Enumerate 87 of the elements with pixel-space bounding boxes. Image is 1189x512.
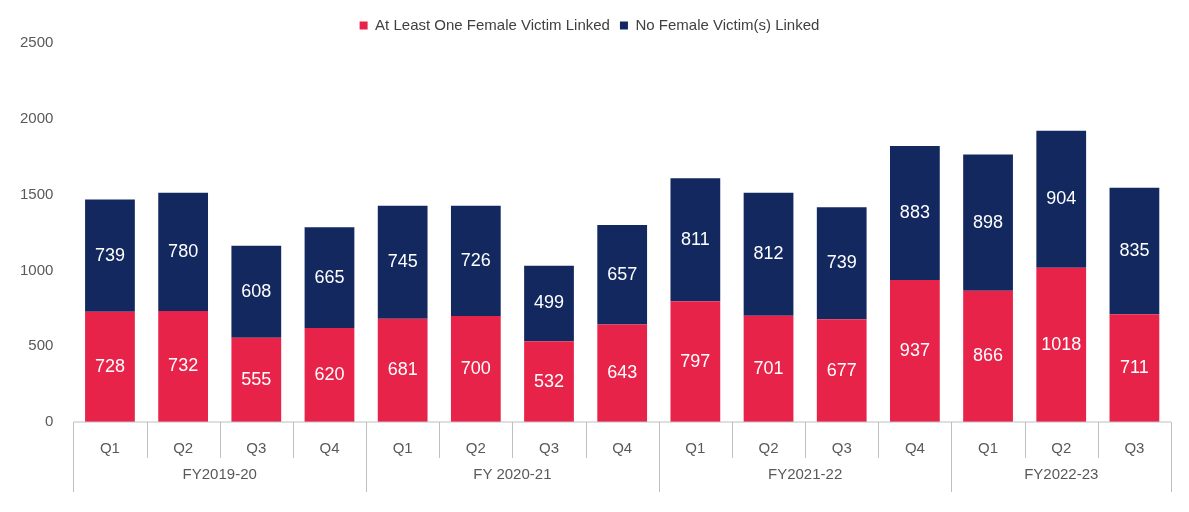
data-label: 739: [826, 252, 857, 273]
bar: [85, 311, 135, 422]
bar: [597, 324, 648, 422]
bar: [304, 227, 355, 329]
data-label: 745: [387, 251, 418, 272]
bar: [670, 301, 721, 422]
data-label: 555: [241, 368, 272, 389]
bar: [158, 311, 209, 422]
bar: [816, 319, 867, 422]
y-tick-label: 2000: [19, 108, 54, 126]
bar: [1036, 267, 1087, 422]
bar: [890, 279, 940, 422]
bar: [743, 315, 794, 422]
bar: [231, 245, 282, 338]
bar: [743, 192, 794, 316]
data-label: 665: [314, 266, 345, 287]
bar: [1109, 314, 1160, 422]
bar: [963, 290, 1013, 422]
legend-label: At Least One Female Victim Linked: [375, 15, 610, 33]
data-label: 620: [314, 363, 345, 384]
data-label: 532: [533, 370, 565, 391]
x-tick-label: Q2: [758, 439, 779, 457]
data-label: 904: [1046, 188, 1077, 209]
data-label: 883: [899, 201, 930, 222]
data-label: 812: [753, 243, 784, 264]
data-label: 1018: [1041, 333, 1082, 354]
data-label: 677: [826, 359, 857, 380]
x-tick-label: Q4: [612, 439, 633, 457]
x-tick-label: Q1: [99, 439, 120, 457]
data-label: 811: [681, 228, 710, 249]
bar: [450, 205, 501, 316]
bar: [597, 224, 648, 325]
y-tick-label: 0: [45, 412, 54, 430]
bar: [231, 337, 282, 422]
data-label: 681: [387, 359, 418, 380]
text: FY2021-22: [768, 465, 843, 483]
bar: [158, 192, 209, 312]
x-tick-label: Q2: [465, 439, 486, 457]
data-label: 937: [899, 339, 930, 360]
text: FY2019-20: [182, 465, 257, 483]
bar: [963, 154, 1013, 291]
x-tick-label: Q3: [539, 439, 560, 457]
bar: [304, 328, 355, 422]
x-tick-label: Q1: [392, 439, 413, 457]
bar: [670, 178, 721, 302]
x-tick-label: Q1: [685, 439, 706, 457]
bar: [1109, 187, 1160, 315]
data-label: 780: [168, 240, 199, 261]
data-label: 866: [973, 345, 1004, 366]
data-label: 643: [607, 362, 638, 383]
data-label: 898: [973, 211, 1004, 232]
x-tick-label: Q3: [831, 439, 852, 457]
y-tick-label: 1500: [19, 184, 54, 202]
x-tick-label: Q4: [319, 439, 340, 457]
data-label: 726: [460, 249, 491, 270]
data-label: 739: [94, 244, 125, 265]
x-tick-label: Q3: [1124, 439, 1145, 457]
text: FY2022-23: [1024, 465, 1099, 483]
x-tick-label: Q3: [246, 439, 267, 457]
bar: [816, 207, 867, 320]
data-label: 499: [533, 292, 565, 313]
bar: [85, 199, 135, 312]
bar: [524, 341, 574, 422]
legend-label: No Female Victim(s) Linked: [635, 15, 820, 33]
data-label: 700: [460, 357, 491, 378]
data-label: 711: [1120, 357, 1149, 378]
bar: [377, 318, 428, 422]
bar: [450, 315, 501, 422]
data-label: 835: [1119, 239, 1150, 260]
data-label: 797: [680, 350, 711, 371]
x-tick-label: Q4: [904, 439, 925, 457]
x-tick-label: Q2: [1051, 439, 1072, 457]
data-label: 657: [607, 263, 638, 284]
data-label: 701: [753, 357, 784, 378]
y-tick-label: 2500: [19, 33, 54, 51]
bar: [890, 146, 940, 280]
bar: [377, 205, 428, 319]
bar: [1036, 130, 1087, 268]
y-tick-label: 500: [28, 336, 54, 354]
bar: [524, 265, 574, 342]
data-label: 728: [94, 355, 125, 376]
y-tick-label: 1000: [19, 260, 54, 278]
x-tick-label: Q1: [978, 439, 999, 457]
data-label: 608: [241, 280, 272, 301]
data-label: 732: [168, 355, 199, 376]
x-tick-label: Q2: [173, 439, 194, 457]
text: FY 2020-21: [473, 465, 552, 483]
